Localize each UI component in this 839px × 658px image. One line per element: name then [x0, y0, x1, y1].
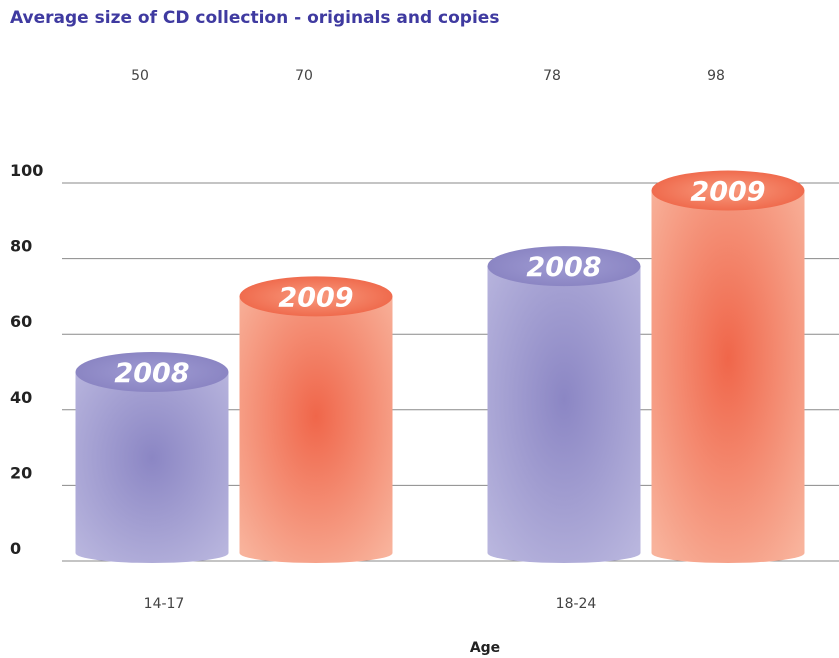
x-axis-ticks: 14-17 18-24: [144, 596, 597, 612]
bar-series-label: 2008: [114, 358, 189, 389]
bar-2009-18-24: 2009: [651, 170, 805, 563]
y-tick-label: 20: [10, 463, 32, 482]
y-tick-label: 0: [10, 539, 21, 558]
bar-series-label: 2008: [526, 252, 601, 283]
bar-body: [487, 266, 641, 563]
value-label: 98: [707, 68, 725, 84]
value-labels: 50 70 78 98: [131, 68, 725, 84]
y-tick-label: 100: [10, 161, 43, 180]
bar-body: [239, 296, 393, 563]
x-tick-label: 18-24: [556, 596, 597, 612]
bar-2009-14-17: 2009: [239, 276, 393, 563]
value-label: 78: [543, 68, 561, 84]
value-label: 70: [295, 68, 313, 84]
chart-title: Average size of CD collection - original…: [10, 8, 500, 28]
bar-body: [651, 190, 805, 563]
bars: 2008 2009 2008 2009: [75, 170, 805, 563]
value-label: 50: [131, 68, 149, 84]
bar-top: [487, 246, 641, 287]
x-axis-label: Age: [470, 640, 500, 656]
bar-top: [239, 276, 393, 317]
bar-top: [651, 170, 805, 211]
bar-series-label: 2009: [278, 282, 353, 313]
bar-2008-18-24: 2008: [487, 246, 641, 563]
bar-series-label: 2009: [690, 177, 765, 208]
y-tick-label: 80: [10, 237, 32, 256]
bar-top: [75, 352, 229, 392]
bar-body: [75, 372, 229, 563]
y-tick-label: 40: [10, 388, 32, 407]
x-tick-label: 14-17: [144, 596, 185, 612]
y-tick-label: 60: [10, 312, 32, 331]
y-axis-ticks: 0 20 40 60 80 100: [10, 161, 43, 558]
bar-2008-14-17: 2008: [75, 352, 229, 563]
